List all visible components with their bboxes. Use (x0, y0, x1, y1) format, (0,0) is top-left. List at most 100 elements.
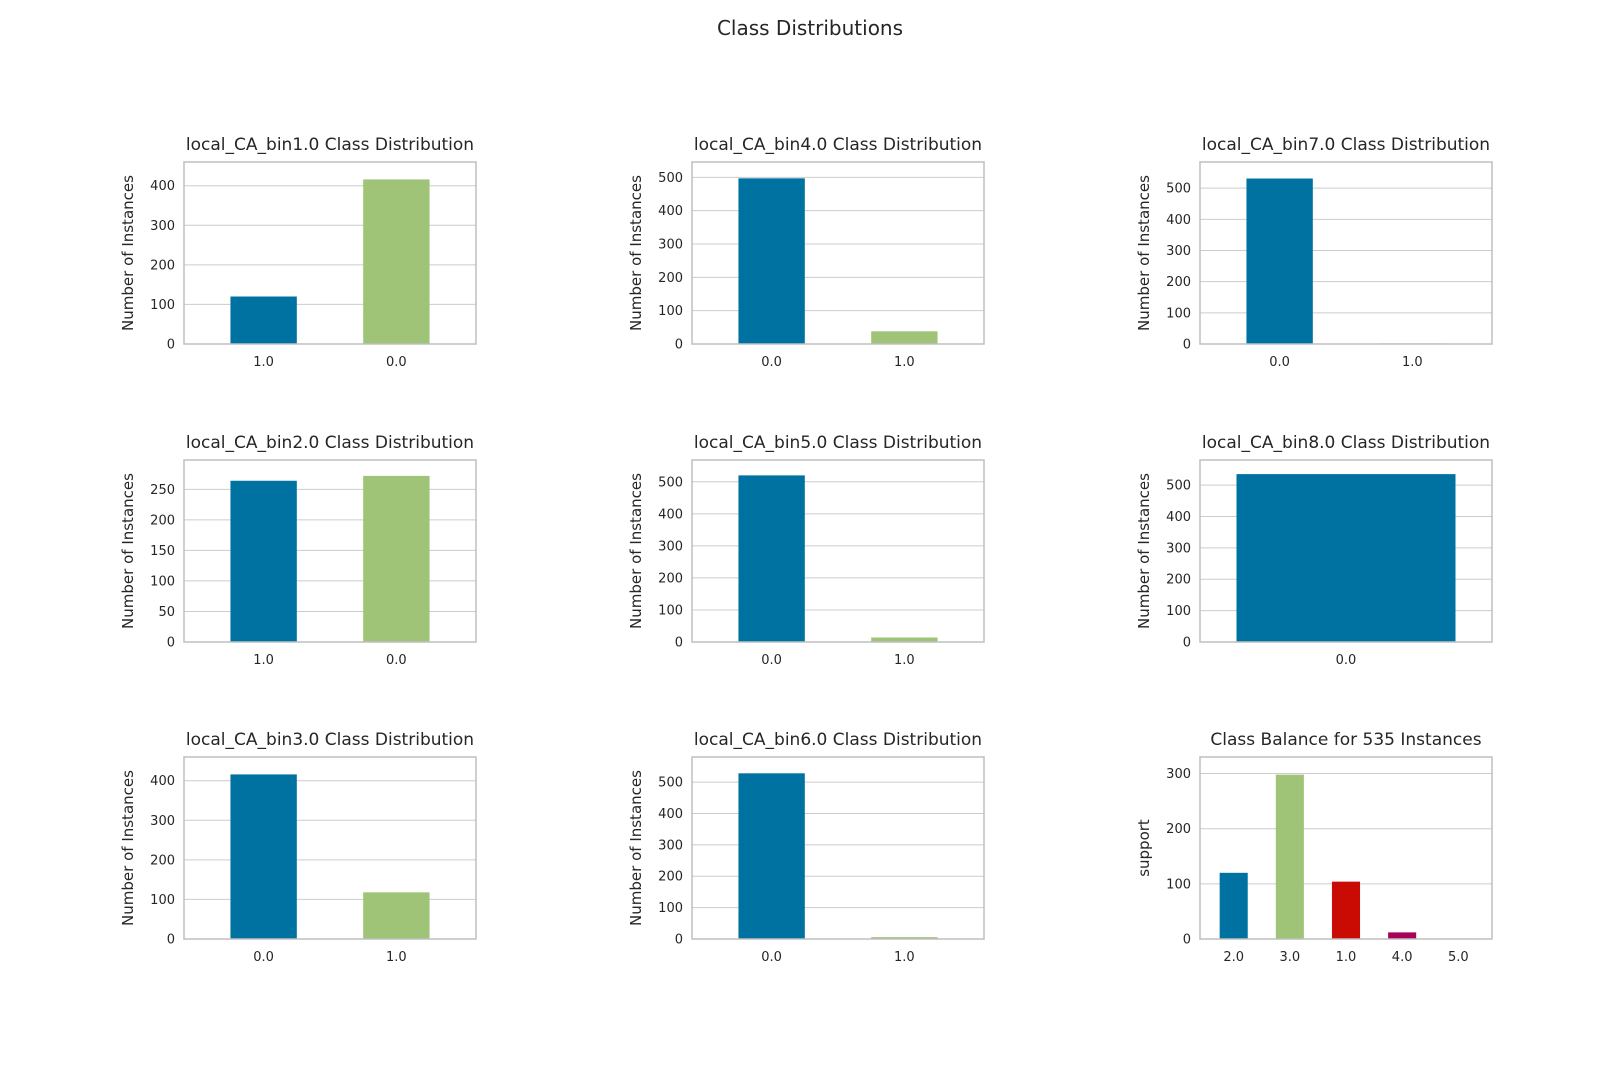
y-tick-label: 100 (658, 603, 683, 618)
chart-panel: 0.0 1.0 0 100 200 300 400 500 local_CA_bin7.0 Cl… (1135, 135, 1493, 370)
x-tick-label: 1.0 (1336, 950, 1357, 965)
y-tick-label: 400 (150, 179, 175, 194)
y-tick-label: 500 (1166, 182, 1191, 197)
y-axis-label: support (1135, 819, 1153, 877)
y-tick-label: 400 (658, 807, 683, 822)
x-tick-label: 0.0 (386, 653, 407, 668)
y-tick-label: 300 (1166, 244, 1191, 259)
bar-4.0 (1388, 932, 1417, 939)
bar-1.0 (871, 937, 938, 939)
bar-0.0 (1236, 474, 1456, 642)
bar-0.0 (363, 475, 430, 642)
y-tick-label: 300 (658, 838, 683, 853)
y-tick-label: 300 (658, 539, 683, 554)
x-tick-label: 0.0 (761, 950, 782, 965)
y-tick-label: 0 (1183, 933, 1191, 948)
y-axis-label: Number of Instances (119, 473, 137, 629)
bar-1.0 (363, 892, 430, 939)
plot-frame (691, 161, 985, 345)
y-tick-label: 0 (167, 338, 175, 353)
y-axis-label: Number of Instances (119, 770, 137, 926)
y-axis-label: Number of Instances (1135, 175, 1153, 331)
bar-1.0 (1331, 881, 1361, 939)
y-tick-label: 100 (658, 901, 683, 916)
bar-0.0 (738, 178, 805, 344)
y-tick-label: 0 (675, 338, 683, 353)
plot-frame (1199, 459, 1493, 643)
plot-frame (691, 459, 985, 643)
x-tick-label: 5.0 (1448, 950, 1469, 965)
x-tick-label: 0.0 (386, 355, 407, 370)
chart-panel: 0.0 1.0 0 100 200 300 400 500 local_CA_bin6.0 Cl… (627, 730, 985, 965)
y-tick-label: 500 (658, 475, 683, 490)
y-tick-label: 200 (658, 870, 683, 885)
chart-title: Class Balance for 535 Instances (1210, 730, 1481, 750)
x-tick-label: 0.0 (1269, 355, 1290, 370)
y-tick-label: 200 (150, 258, 175, 273)
chart-title: local_CA_bin5.0 Class Distribution (694, 433, 982, 453)
y-tick-label: 400 (1166, 213, 1191, 228)
chart-panel: 0.0 1.0 0 100 200 300 400 500 local_CA_bin4.0 Cl… (627, 135, 985, 370)
y-axis-label: Number of Instances (627, 175, 645, 331)
bar-0.0 (363, 179, 430, 344)
x-tick-label: 1.0 (253, 653, 274, 668)
bar-0.0 (230, 774, 297, 939)
y-tick-label: 100 (150, 893, 175, 908)
y-tick-label: 100 (150, 298, 175, 313)
y-tick-label: 0 (167, 636, 175, 651)
x-tick-label: 2.0 (1223, 950, 1244, 965)
bar-0.0 (738, 773, 805, 939)
y-tick-label: 200 (1166, 822, 1191, 837)
x-tick-label: 1.0 (386, 950, 407, 965)
bar-0.0 (1246, 178, 1313, 344)
y-tick-label: 200 (1166, 275, 1191, 290)
bar-0.0 (738, 475, 805, 642)
y-tick-label: 400 (150, 774, 175, 789)
y-axis-label: Number of Instances (1135, 473, 1153, 629)
chart-panel: 0.0 0 100 200 300 400 500 local_CA_bin8.0 Class… (1135, 433, 1493, 668)
x-tick-label: 0.0 (761, 653, 782, 668)
y-axis-label: Number of Instances (627, 770, 645, 926)
bar-1.0 (230, 296, 297, 344)
chart-panel: 2.0 3.0 1.0 4.0 5.0 0 100 200 300 Class Balance f… (1135, 730, 1493, 965)
y-tick-label: 100 (1166, 604, 1191, 619)
x-tick-label: 1.0 (253, 355, 274, 370)
chart-panel: 1.0 0.0 0 50 100 150 200 250 local_CA_bin2.0 Cla… (119, 433, 477, 668)
chart-title: local_CA_bin2.0 Class Distribution (186, 433, 474, 453)
y-tick-label: 0 (1183, 636, 1191, 651)
bar-3.0 (1275, 774, 1304, 939)
x-tick-label: 1.0 (894, 355, 915, 370)
y-tick-label: 0 (167, 933, 175, 948)
y-tick-label: 500 (658, 171, 683, 186)
y-tick-label: 0 (675, 933, 683, 948)
y-tick-label: 200 (658, 571, 683, 586)
y-tick-label: 0 (1183, 338, 1191, 353)
y-tick-label: 100 (658, 304, 683, 319)
bar-1.0 (871, 331, 938, 344)
chart-title: local_CA_bin6.0 Class Distribution (694, 730, 982, 750)
chart-title: local_CA_bin3.0 Class Distribution (186, 730, 474, 750)
y-tick-label: 150 (150, 544, 175, 559)
plot-frame (1199, 756, 1493, 940)
y-tick-label: 200 (150, 513, 175, 528)
plot-frame (183, 459, 477, 643)
y-tick-label: 100 (1166, 877, 1191, 892)
y-tick-label: 500 (1166, 479, 1191, 494)
y-tick-label: 50 (158, 605, 175, 620)
x-tick-label: 0.0 (761, 355, 782, 370)
y-tick-label: 500 (658, 776, 683, 791)
y-tick-label: 200 (150, 853, 175, 868)
y-tick-label: 200 (658, 271, 683, 286)
y-tick-label: 400 (1166, 510, 1191, 525)
bar-2.0 (1219, 872, 1248, 939)
chart-panel: 1.0 0.0 0 100 200 300 400 local_CA_bin1.0 Class… (119, 135, 477, 370)
chart-panel: 0.0 1.0 0 100 200 300 400 500 local_CA_bin5.0 Cl… (627, 433, 985, 668)
y-axis-label: Number of Instances (627, 473, 645, 629)
x-tick-label: 1.0 (1402, 355, 1423, 370)
figure-title: Class Distributions (716, 16, 904, 40)
bar-1.0 (230, 480, 297, 642)
plot-frame (183, 161, 477, 345)
x-tick-label: 0.0 (253, 950, 274, 965)
x-tick-label: 1.0 (894, 653, 915, 668)
y-tick-label: 0 (675, 636, 683, 651)
